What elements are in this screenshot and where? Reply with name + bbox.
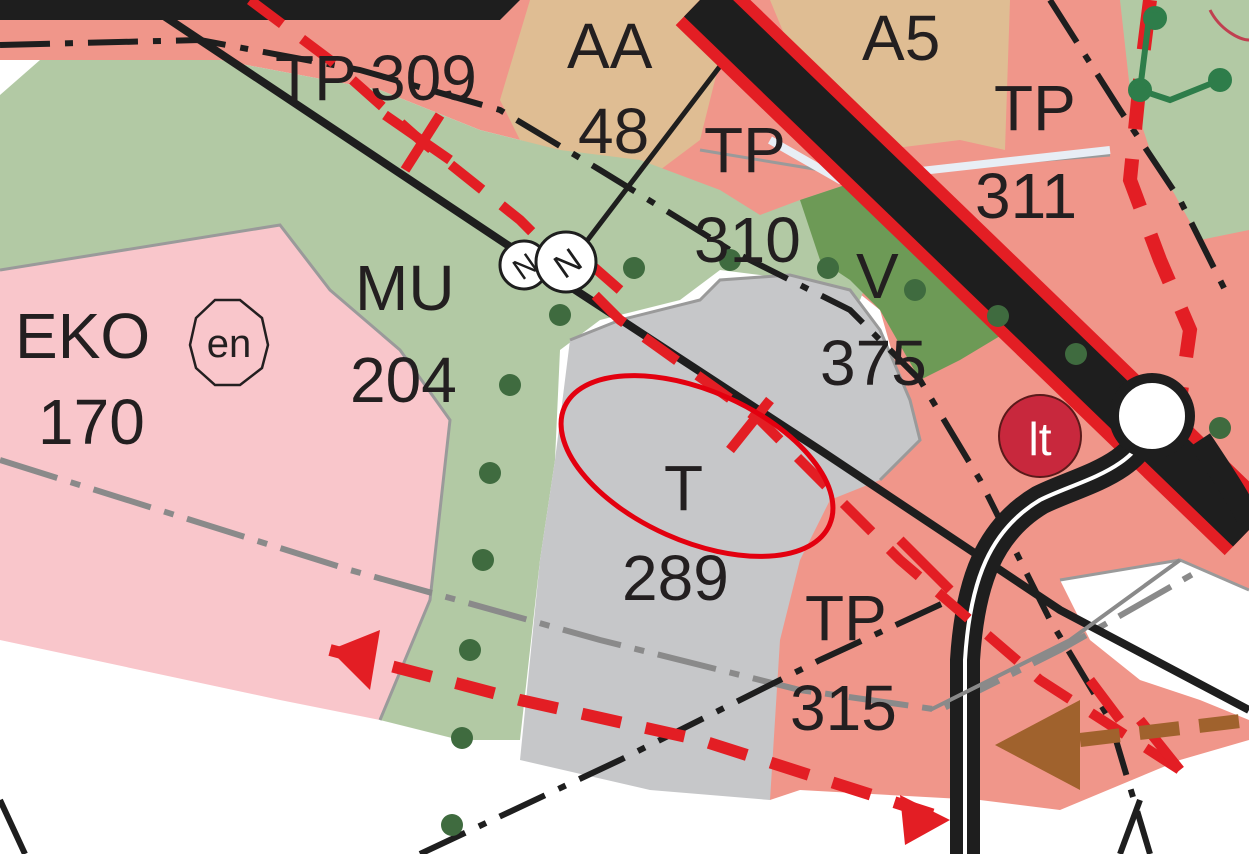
zone-white-bottom-right: [1060, 560, 1249, 720]
highlight-ellipse: [558, 373, 836, 559]
zone-label-aa: AA 48: [567, 10, 653, 167]
svg-text:EKO: EKO: [15, 300, 150, 372]
red-arrow-left: [330, 630, 380, 690]
zone-mu: [0, 60, 880, 740]
svg-text:T: T: [664, 452, 703, 524]
svg-text:204: 204: [350, 344, 457, 416]
brown-arrow-head: [995, 700, 1080, 790]
zone-green-top-right: [1120, 0, 1249, 240]
red-cross-marks: [382, 110, 1184, 774]
svg-text:TP: TP: [805, 582, 887, 654]
grey-dash-dot-line: [0, 457, 1202, 714]
svg-text:V: V: [856, 240, 899, 312]
svg-text:311: 311: [975, 160, 1077, 232]
zone-aa: [500, 0, 720, 170]
svg-text:289: 289: [622, 542, 729, 614]
black-dash-dot-line-1: [0, 36, 1153, 854]
svg-text:lt: lt: [1029, 413, 1052, 465]
lt-symbol: lt: [998, 394, 1082, 478]
svg-text:AA: AA: [567, 10, 653, 82]
svg-text:375: 375: [820, 327, 927, 399]
svg-text:TP: TP: [275, 42, 357, 114]
zone-label-eko: EKO 170: [15, 300, 150, 458]
zone-label-tp311: TP 311: [975, 72, 1077, 232]
green-dot-row: [441, 249, 1231, 836]
zone-t: [520, 275, 920, 800]
zone-label-tp309: TP 309: [275, 42, 477, 114]
road-intersection-circle: [1109, 373, 1195, 459]
black-dash-dot-line-4: [1117, 798, 1143, 854]
svg-text:MU: MU: [355, 252, 455, 324]
zone-label-mu: MU 204: [350, 252, 457, 416]
main-diagonal-line: [137, 0, 1249, 714]
north-compass-symbol: N N: [498, 230, 598, 294]
svg-text:170: 170: [38, 386, 145, 458]
red-curve-top-right: [1208, 9, 1249, 42]
svg-text:A5: A5: [862, 2, 940, 74]
svg-text:48: 48: [578, 95, 649, 167]
zone-label-tp310: TP 310: [694, 114, 801, 276]
zone-eko: [0, 225, 450, 720]
en-energy-symbol: en: [188, 298, 270, 387]
svg-text:en: en: [207, 322, 252, 366]
zone-label-v: V 375: [820, 240, 927, 399]
zone-label-t: T 289: [622, 452, 729, 614]
thin-line-to-compass: [578, 38, 742, 252]
svg-text:315: 315: [790, 672, 897, 744]
zone-label-a5: A5: [862, 2, 940, 74]
red-dashed-lines: [247, 0, 1198, 826]
svg-text:TP: TP: [994, 72, 1076, 144]
grey-thin-line: [929, 558, 1182, 712]
svg-text:309: 309: [370, 42, 477, 114]
zone-v: [800, 180, 1010, 380]
red-arrow-right: [900, 795, 950, 845]
curved-road-branch: [1190, 433, 1249, 526]
svg-text:TP: TP: [704, 114, 786, 186]
brown-dashed-line: [1079, 713, 1249, 747]
black-dash-dot-line-2: [1047, 0, 1233, 302]
svg-text:310: 310: [694, 204, 801, 276]
black-line-bottom-left: [0, 798, 28, 854]
zone-label-tp315: TP 315: [790, 582, 897, 744]
black-dash-dot-line-3: [418, 597, 952, 854]
curved-road-inner: [963, 419, 1152, 854]
green-network: [1128, 6, 1232, 104]
